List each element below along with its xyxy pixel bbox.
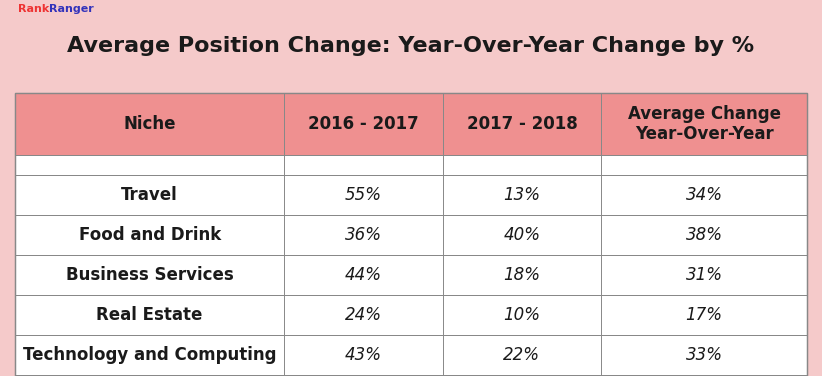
- Text: Rank: Rank: [18, 4, 49, 14]
- Text: 38%: 38%: [686, 226, 723, 244]
- Text: Average Position Change: Year-Over-Year Change by %: Average Position Change: Year-Over-Year …: [67, 35, 755, 56]
- Text: 2016 - 2017: 2016 - 2017: [308, 115, 419, 133]
- Bar: [443, 93, 601, 155]
- Text: Niche: Niche: [123, 115, 176, 133]
- Text: Business Services: Business Services: [66, 266, 233, 284]
- Bar: [0, 0, 822, 73]
- Text: 24%: 24%: [345, 306, 382, 324]
- Text: 55%: 55%: [345, 186, 382, 204]
- Text: 33%: 33%: [686, 346, 723, 364]
- Text: 2017 - 2018: 2017 - 2018: [467, 115, 577, 133]
- Text: 10%: 10%: [503, 306, 540, 324]
- Text: 36%: 36%: [345, 226, 382, 244]
- Bar: [15, 93, 284, 155]
- Bar: [601, 93, 807, 155]
- Text: Food and Drink: Food and Drink: [79, 226, 221, 244]
- Text: 43%: 43%: [345, 346, 382, 364]
- Text: 44%: 44%: [345, 266, 382, 284]
- Text: 22%: 22%: [503, 346, 540, 364]
- Bar: [284, 93, 443, 155]
- Text: Average Change
Year-Over-Year: Average Change Year-Over-Year: [627, 105, 781, 143]
- Text: Technology and Computing: Technology and Computing: [23, 346, 276, 364]
- Text: Real Estate: Real Estate: [96, 306, 203, 324]
- Text: 18%: 18%: [503, 266, 540, 284]
- Text: 31%: 31%: [686, 266, 723, 284]
- Text: Travel: Travel: [122, 186, 178, 204]
- Text: 34%: 34%: [686, 186, 723, 204]
- Text: 40%: 40%: [503, 226, 540, 244]
- Text: 13%: 13%: [503, 186, 540, 204]
- Text: Ranger: Ranger: [49, 4, 94, 14]
- Text: 17%: 17%: [686, 306, 723, 324]
